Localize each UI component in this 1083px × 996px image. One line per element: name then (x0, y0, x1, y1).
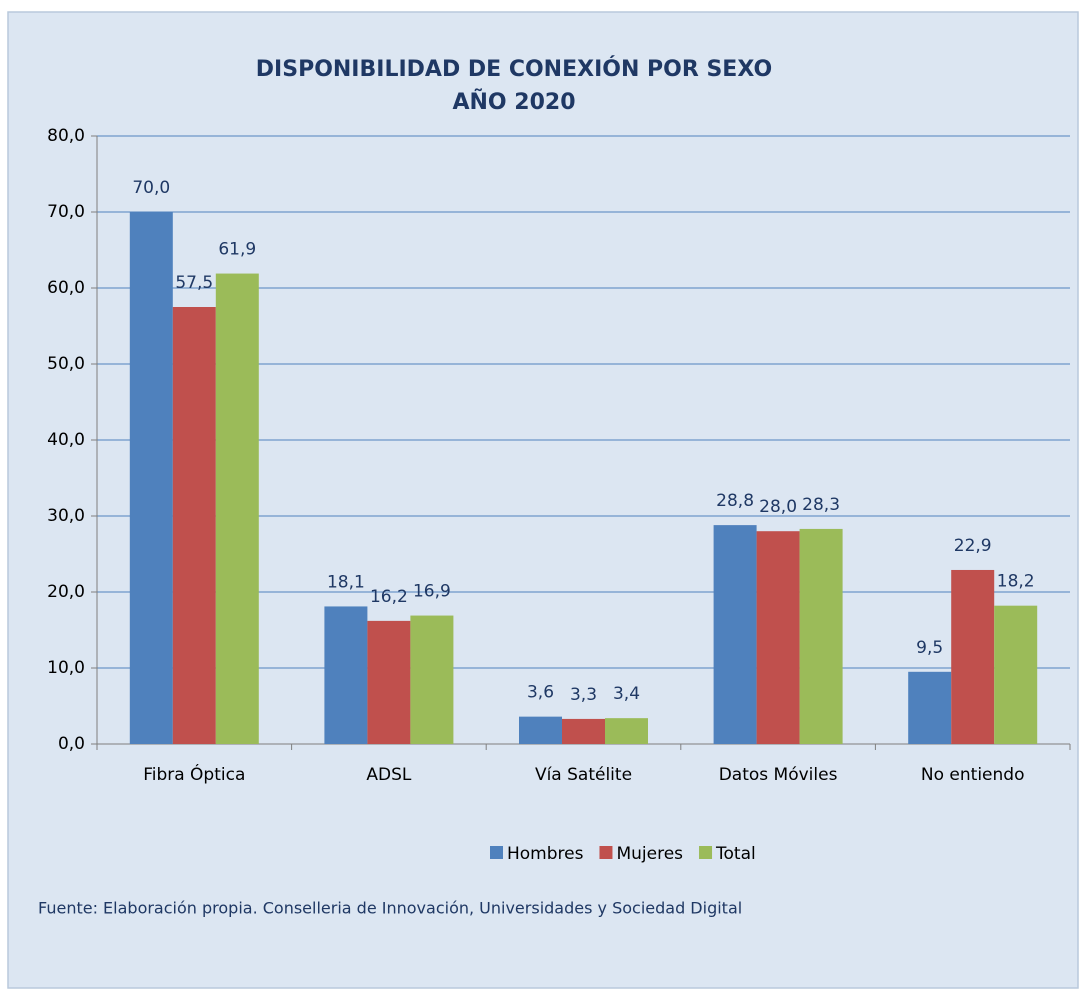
legend-label: Hombres (507, 844, 584, 864)
legend-label: Total (715, 844, 756, 864)
data-label: 18,1 (327, 572, 365, 592)
x-tick-label: No entiendo (921, 765, 1025, 785)
bar (129, 212, 173, 744)
data-label: 70,0 (132, 178, 170, 198)
legend-label: Mujeres (616, 844, 683, 864)
bar (324, 606, 368, 744)
x-tick-label: Datos Móviles (719, 765, 838, 785)
data-label: 28,3 (802, 495, 840, 515)
legend-swatch (490, 846, 503, 859)
y-tick-label: 10,0 (47, 658, 85, 678)
data-label: 16,2 (370, 587, 408, 607)
data-label: 57,5 (175, 273, 213, 293)
bar (756, 531, 800, 744)
y-tick-label: 50,0 (47, 354, 85, 374)
data-label: 18,2 (997, 572, 1035, 592)
data-label: 9,5 (916, 638, 943, 658)
bar (172, 307, 216, 744)
bar (410, 615, 454, 744)
x-tick-label: Vía Satélite (535, 765, 632, 785)
y-tick-label: 0,0 (58, 734, 85, 754)
data-label: 3,6 (527, 683, 554, 703)
y-tick-label: 80,0 (47, 126, 85, 146)
bar (215, 273, 259, 744)
data-label: 3,4 (613, 684, 640, 704)
bar (994, 605, 1038, 744)
bar (908, 671, 952, 744)
x-tick-label: Fibra Óptica (143, 763, 245, 785)
chart-subtitle: AÑO 2020 (452, 89, 575, 115)
data-label: 3,3 (570, 685, 597, 705)
bar (562, 718, 605, 744)
y-tick-label: 30,0 (47, 506, 85, 526)
data-label: 28,0 (759, 497, 797, 517)
data-label: 16,9 (413, 582, 451, 602)
bar (367, 620, 411, 744)
legend-swatch (599, 846, 613, 859)
data-label: 61,9 (218, 240, 256, 260)
bar (951, 569, 995, 744)
y-tick-label: 20,0 (47, 582, 85, 602)
legend-swatch (699, 846, 713, 859)
chart-title: DISPONIBILIDAD DE CONEXIÓN POR SEXO (256, 56, 772, 82)
bar (713, 525, 757, 744)
y-tick-label: 70,0 (47, 202, 85, 222)
bar (799, 528, 843, 744)
data-label: 28,8 (716, 491, 754, 511)
x-tick-label: ADSL (366, 765, 412, 785)
source-note: Fuente: Elaboración propia. Conselleria … (38, 899, 742, 918)
data-label: 22,9 (954, 536, 992, 556)
y-tick-label: 40,0 (47, 430, 85, 450)
bar (605, 718, 648, 744)
bar (519, 716, 562, 744)
y-tick-label: 60,0 (47, 278, 85, 298)
